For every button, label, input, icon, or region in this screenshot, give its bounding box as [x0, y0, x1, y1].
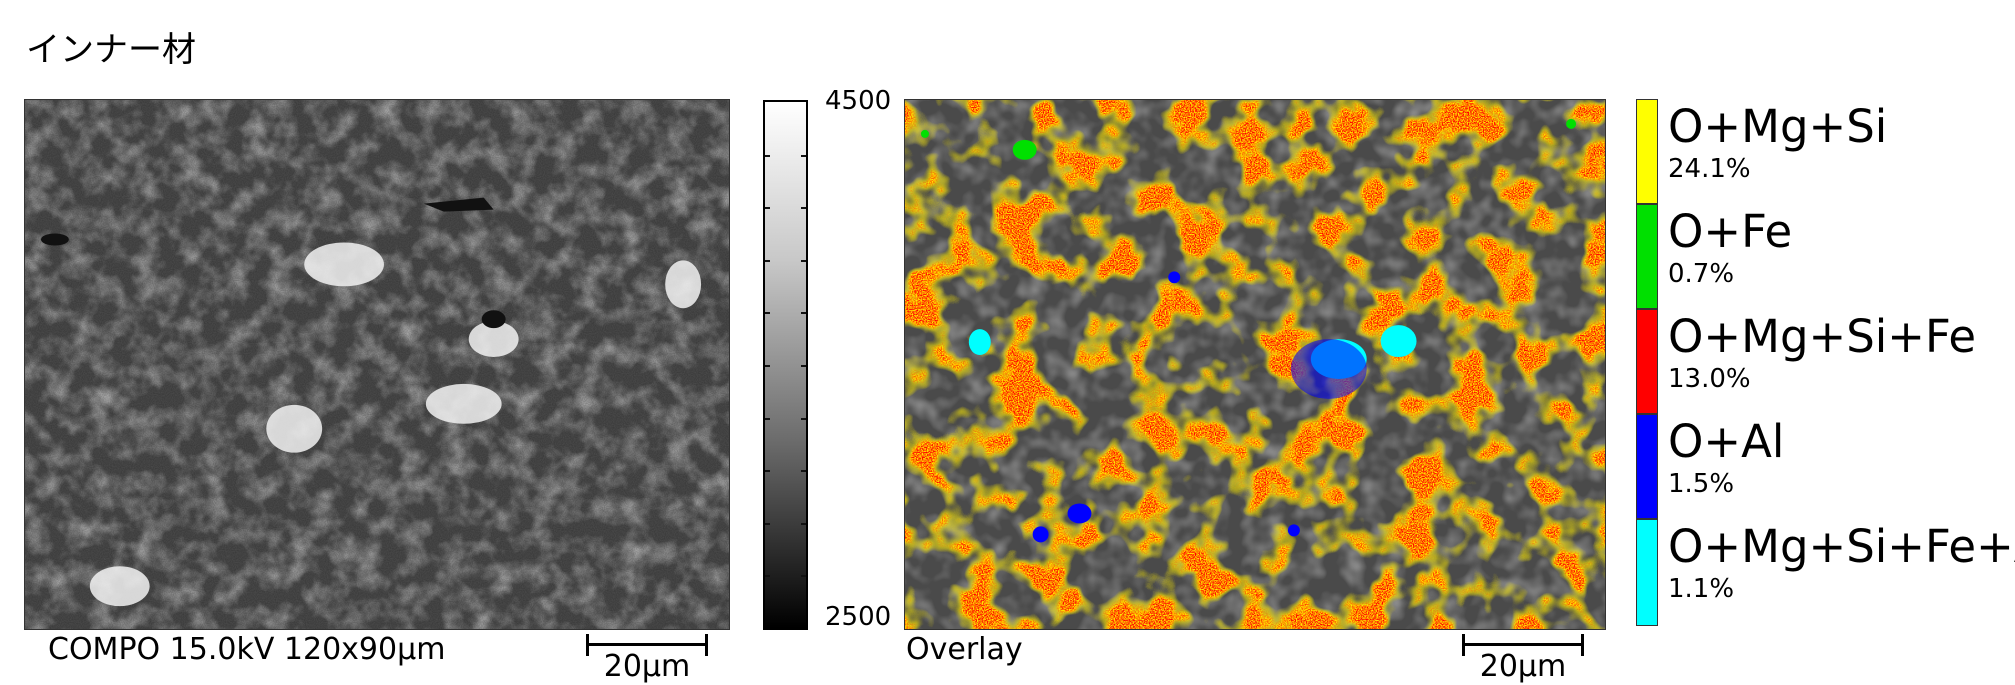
- overlay-image-texture: [905, 100, 1605, 629]
- overlay-caption: Overlay: [906, 632, 1023, 667]
- gray-scale-bar: [763, 100, 808, 630]
- legend-percent-o-fe: 0.7%: [1668, 259, 1735, 289]
- sem-scalebar-label: 20μm: [603, 649, 691, 684]
- sem-image: [24, 99, 730, 630]
- legend-swatch-o-mg-si-fe-al: [1636, 519, 1658, 626]
- gray-scale-max-label: 4500: [825, 86, 892, 116]
- legend-name-o-mg-si-fe: O+Mg+Si+Fe: [1668, 310, 1977, 363]
- overlay-image: [904, 99, 1606, 630]
- sem-image-texture: [25, 100, 729, 629]
- sem-caption: COMPO 15.0kV 120x90μm: [48, 632, 446, 667]
- legend-percent-o-mg-si: 24.1%: [1668, 154, 1751, 184]
- legend-swatch-o-fe: [1636, 204, 1658, 309]
- legend-swatch-o-mg-si: [1636, 99, 1658, 204]
- legend-swatch-o-al: [1636, 414, 1658, 519]
- sem-scalebar: [586, 634, 708, 656]
- gray-scale-min-label: 2500: [825, 602, 892, 632]
- legend-name-o-al: O+Al: [1668, 415, 1785, 468]
- legend-name-o-mg-si-fe-al: O+Mg+Si+Fe+Al: [1668, 520, 2015, 573]
- legend-swatch-o-mg-si-fe: [1636, 309, 1658, 414]
- legend-percent-o-al: 1.5%: [1668, 469, 1735, 499]
- legend-name-o-fe: O+Fe: [1668, 205, 1793, 258]
- overlay-scalebar-label: 20μm: [1479, 649, 1567, 684]
- legend-name-o-mg-si: O+Mg+Si: [1668, 100, 1888, 153]
- legend-percent-o-mg-si-fe: 13.0%: [1668, 364, 1751, 394]
- legend-percent-o-mg-si-fe-al: 1.1%: [1668, 574, 1735, 604]
- page-title: インナー材: [26, 30, 196, 70]
- overlay-scalebar: [1462, 634, 1584, 656]
